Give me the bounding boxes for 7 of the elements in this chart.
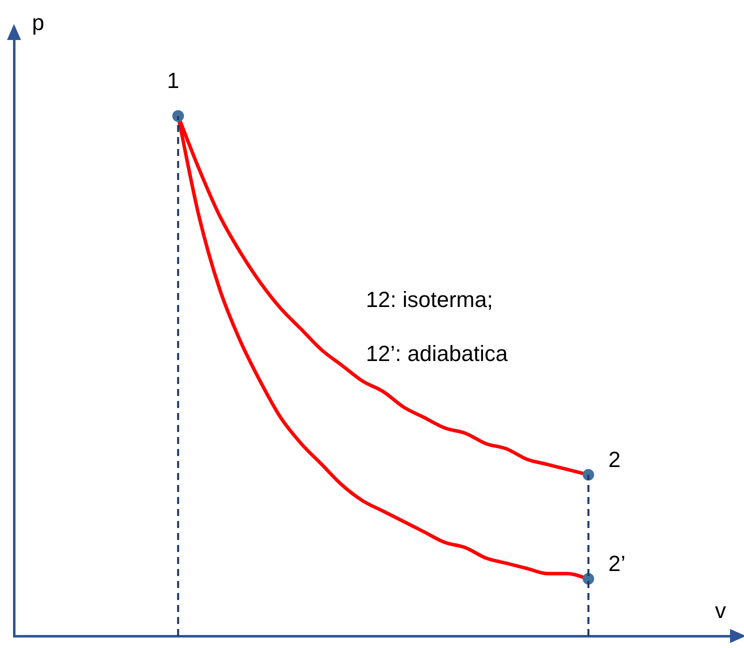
text: 1 — [166, 68, 180, 94]
y-axis-title: p — [32, 10, 44, 36]
annotation: 12: isoterma; — [366, 287, 493, 312]
annotation: 12’: adiabatica — [366, 341, 508, 366]
annotation: 2 — [608, 446, 621, 472]
x-axis-title: v — [715, 598, 726, 624]
annotation: 2’ — [608, 550, 626, 576]
